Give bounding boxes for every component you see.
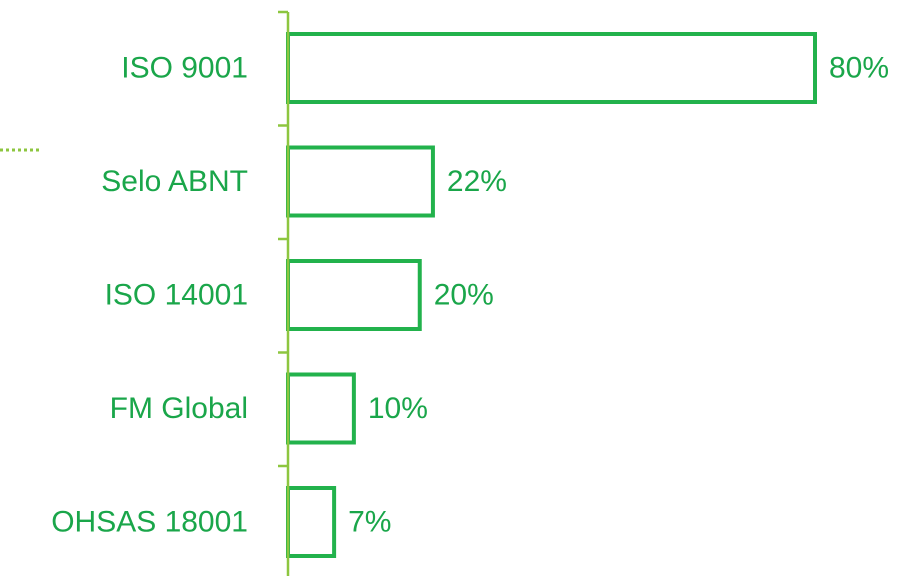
bar bbox=[286, 32, 817, 104]
value-label: 20% bbox=[434, 279, 494, 312]
bar bbox=[286, 486, 337, 558]
category-label: FM Global bbox=[110, 392, 248, 425]
value-label: 80% bbox=[829, 52, 889, 85]
bars-group bbox=[286, 32, 817, 558]
value-labels: 80% 22% 20% 10% 7% bbox=[348, 52, 889, 539]
value-label: 22% bbox=[447, 165, 507, 198]
category-label: ISO 9001 bbox=[121, 52, 248, 85]
bar bbox=[286, 372, 356, 445]
bar bbox=[286, 145, 435, 218]
category-label: Selo ABNT bbox=[101, 165, 248, 198]
category-labels: ISO 9001 Selo ABNT ISO 14001 FM Global OHSAS… bbox=[51, 52, 248, 539]
category-label: ISO 14001 bbox=[105, 279, 248, 312]
category-label: OHSAS 18001 bbox=[51, 506, 248, 539]
value-label: 7% bbox=[348, 506, 391, 539]
value-label: 10% bbox=[368, 392, 428, 425]
category-axis bbox=[278, 10, 290, 576]
bar bbox=[286, 259, 422, 331]
